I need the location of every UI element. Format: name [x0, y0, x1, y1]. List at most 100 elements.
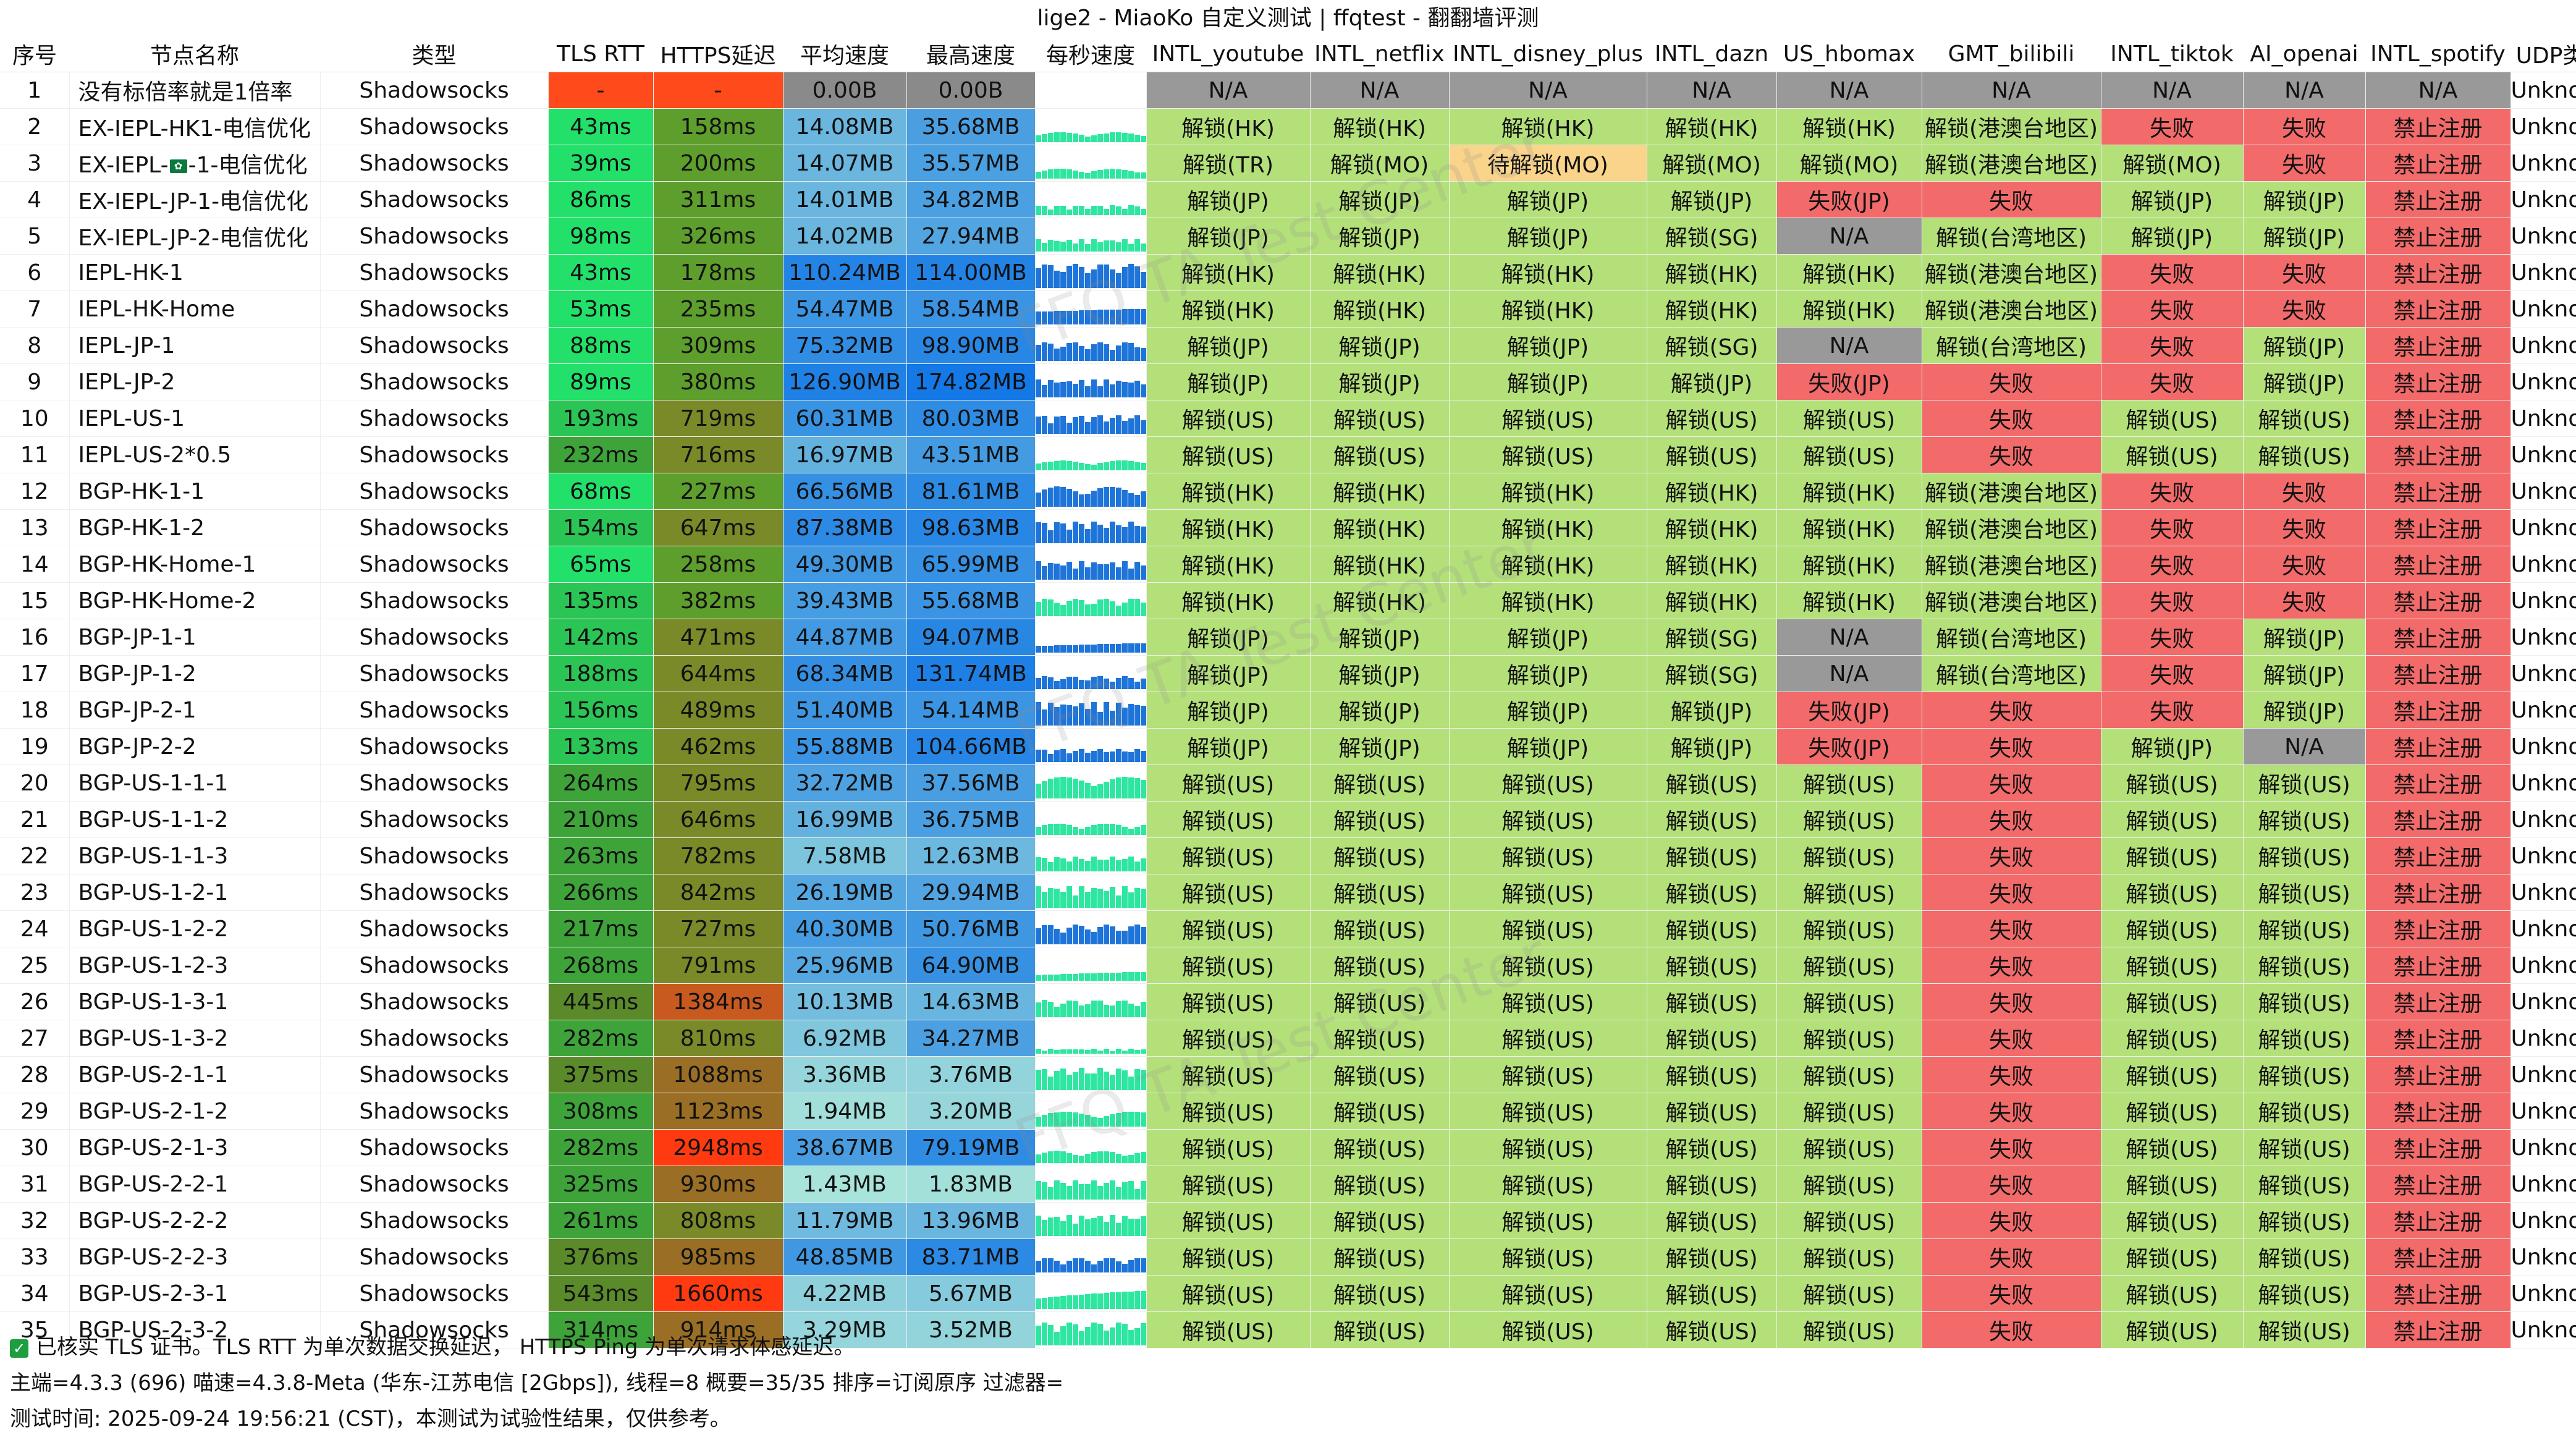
unlock-disney-plus: 解锁(HK)	[1449, 582, 1647, 619]
per-second-speed-sparkline	[1035, 1056, 1147, 1093]
table-row[interactable]: 4 EX-IEPL-JP-1-电信优化 Shadowsocks 86ms 311ms 14…	[0, 181, 2576, 218]
sparkline-bar	[1109, 1075, 1115, 1090]
column-header[interactable]: 序号	[0, 36, 69, 72]
sparkline-bar	[1128, 343, 1134, 361]
column-header[interactable]: INTL_dazn	[1647, 36, 1776, 72]
table-row[interactable]: 22 BGP-US-1-1-3 Shadowsocks 263ms 782ms 7.58M…	[0, 837, 2576, 874]
table-row[interactable]: 2 EX-IEPL-HK1-电信优化 Shadowsocks 43ms 158ms 14.…	[0, 108, 2576, 145]
per-second-speed-sparkline	[1035, 1202, 1147, 1239]
table-row[interactable]: 28 BGP-US-2-1-1 Shadowsocks 375ms 1088ms 3.36…	[0, 1056, 2576, 1093]
table-row[interactable]: 14 BGP-HK-Home-1 Shadowsocks 65ms 258ms 49.30…	[0, 546, 2576, 583]
column-header[interactable]: INTL_disney_plus	[1449, 36, 1647, 72]
unlock-netflix: 解锁(HK)	[1310, 473, 1450, 510]
sparkline-bar	[1084, 173, 1091, 179]
table-row[interactable]: 6 IEPL-HK-1 Shadowsocks 43ms 178ms 110.24MB 11…	[0, 254, 2576, 291]
unlock-dazn: 解锁(US)	[1647, 1056, 1777, 1093]
column-header[interactable]: 类型	[320, 36, 548, 72]
column-header[interactable]: 最高速度	[906, 36, 1035, 72]
sparkline-bar	[1047, 1049, 1054, 1054]
table-row[interactable]: 35 BGP-US-2-3-2 Shadowsocks 314ms 914ms 3.29M…	[0, 1311, 2576, 1348]
table-row[interactable]: 21 BGP-US-1-1-2 Shadowsocks 210ms 646ms 16.99…	[0, 801, 2576, 838]
table-row[interactable]: 27 BGP-US-1-3-2 Shadowsocks 282ms 810ms 6.92M…	[0, 1020, 2576, 1057]
sparkline-bar	[1097, 644, 1103, 653]
table-row[interactable]: 20 BGP-US-1-1-1 Shadowsocks 264ms 795ms 32.72…	[0, 764, 2576, 802]
node-type: Shadowsocks	[320, 400, 549, 437]
sparkline-bar	[1134, 415, 1140, 434]
column-header[interactable]: AI_openai	[2243, 36, 2365, 72]
column-header[interactable]: TLS RTT	[548, 36, 653, 72]
unlock-openai: 失败	[2243, 509, 2366, 546]
tls-rtt: 65ms	[548, 546, 654, 583]
sparkline-bar	[1097, 564, 1103, 580]
table-row[interactable]: 8 IEPL-JP-1 Shadowsocks 88ms 309ms 75.32MB 98.…	[0, 327, 2576, 364]
table-row[interactable]: 30 BGP-US-2-1-3 Shadowsocks 282ms 2948ms 38.6…	[0, 1129, 2576, 1166]
table-row[interactable]: 26 BGP-US-1-3-1 Shadowsocks 445ms 1384ms 10.1…	[0, 983, 2576, 1020]
table-row[interactable]: 11 IEPL-US-2*0.5 Shadowsocks 232ms 716ms 16.9…	[0, 436, 2576, 473]
column-header[interactable]: UDP类型	[2511, 36, 2576, 72]
unlock-bilibili: 失败	[1922, 400, 2101, 437]
unlock-disney-plus: 待解锁(MO)	[1449, 145, 1647, 182]
avg-speed: 51.40MB	[783, 692, 907, 729]
table-row[interactable]: 1 没有标倍率就是1倍率 Shadowsocks - -0.00B 0.00B N/A N/A…	[0, 72, 2576, 109]
unlock-netflix: 解锁(JP)	[1310, 655, 1450, 692]
table-row[interactable]: 29 BGP-US-2-1-2 Shadowsocks 308ms 1123ms 1.94…	[0, 1093, 2576, 1130]
table-row[interactable]: 17 BGP-JP-1-2 Shadowsocks 188ms 644ms 68.34MB…	[0, 655, 2576, 692]
sparkline-bar	[1097, 488, 1103, 507]
table-row[interactable]: 15 BGP-HK-Home-2 Shadowsocks 135ms 382ms 39.4…	[0, 582, 2576, 619]
sparkline-bar	[1109, 682, 1115, 689]
table-row[interactable]: 5 EX-IEPL-JP-2-电信优化 Shadowsocks 98ms 326ms 14…	[0, 218, 2576, 255]
table-row[interactable]: 25 BGP-US-1-2-3 Shadowsocks 268ms 791ms 25.96…	[0, 947, 2576, 984]
unlock-netflix: 解锁(US)	[1310, 1238, 1450, 1276]
column-header[interactable]: INTL_youtube	[1146, 36, 1310, 72]
column-header[interactable]: 节点名称	[69, 36, 320, 72]
table-row[interactable]: 9 IEPL-JP-2 Shadowsocks 89ms 380ms 126.90MB 17…	[0, 363, 2576, 400]
sparkline-bar	[1097, 170, 1103, 179]
unlock-dazn: 解锁(US)	[1647, 1311, 1777, 1348]
sparkline-bar	[1091, 1049, 1097, 1054]
table-row[interactable]: 10 IEPL-US-1 Shadowsocks 193ms 719ms 60.31MB 8…	[0, 400, 2576, 437]
table-row[interactable]: 7 IEPL-HK-Home Shadowsocks 53ms 235ms 54.47MB…	[0, 290, 2576, 328]
unlock-netflix: 解锁(JP)	[1310, 363, 1450, 400]
table-row[interactable]: 32 BGP-US-2-2-2 Shadowsocks 261ms 808ms 11.79…	[0, 1202, 2576, 1239]
row-index: 16	[0, 619, 70, 656]
table-row[interactable]: 12 BGP-HK-1-1 Shadowsocks 68ms 227ms 66.56MB 8…	[0, 473, 2576, 510]
column-header[interactable]: INTL_tiktok	[2101, 36, 2243, 72]
udp-type: Unknown	[2511, 290, 2576, 328]
per-second-speed-sparkline	[1035, 1020, 1147, 1057]
unlock-bilibili: 失败	[1922, 1275, 2101, 1312]
sparkline-bar	[1078, 645, 1084, 653]
table-row[interactable]: 16 BGP-JP-1-1 Shadowsocks 142ms 471ms 44.87MB…	[0, 619, 2576, 656]
table-row[interactable]: 13 BGP-HK-1-2 Shadowsocks 154ms 647ms 87.38MB…	[0, 509, 2576, 546]
table-row[interactable]: 18 BGP-JP-2-1 Shadowsocks 156ms 489ms 51.40MB…	[0, 692, 2576, 729]
https-latency: 930ms	[653, 1166, 783, 1203]
sparkline-bar	[1115, 381, 1121, 397]
max-speed: 34.82MB	[906, 181, 1036, 218]
sparkline-bar	[1047, 488, 1054, 507]
table-row[interactable]: 23 BGP-US-1-2-1 Shadowsocks 266ms 842ms 26.19…	[0, 874, 2576, 911]
table-row[interactable]: 31 BGP-US-2-2-1 Shadowsocks 325ms 930ms 1.43M…	[0, 1166, 2576, 1203]
sparkline-bar	[1066, 1295, 1072, 1309]
window-title: lige2 - MiaoKo 自定义测试 | ffqtest - 翻翻墙评测	[1037, 6, 1539, 31]
table-row[interactable]: 34 BGP-US-2-3-1 Shadowsocks 543ms 1660ms 4.22…	[0, 1275, 2576, 1312]
column-header[interactable]: GMT_bilibili	[1922, 36, 2101, 72]
unlock-dazn: 解锁(HK)	[1647, 509, 1777, 546]
sparkline-bar	[1072, 342, 1078, 361]
sparkline-bar	[1041, 858, 1047, 871]
column-header[interactable]: US_hbomax	[1776, 36, 1922, 72]
column-header[interactable]: 平均速度	[783, 36, 906, 72]
column-header[interactable]: HTTPS延迟	[653, 36, 783, 72]
column-header[interactable]: INTL_spotify	[2365, 36, 2511, 72]
sparkline-bar	[1041, 750, 1047, 762]
column-header[interactable]: INTL_netflix	[1310, 36, 1449, 72]
unlock-disney-plus: 解锁(US)	[1449, 801, 1647, 838]
sparkline-bar	[1054, 824, 1060, 835]
table-row[interactable]: 3 EX-IEPL- ✿ -1-电信优化 Shadowsocks 39ms 200ms 14.…	[0, 145, 2576, 182]
unlock-openai: 解锁(US)	[2243, 436, 2366, 473]
sparkline-bar	[1103, 487, 1109, 507]
table-row[interactable]: 19 BGP-JP-2-2 Shadowsocks 133ms 462ms 55.88MB…	[0, 728, 2576, 765]
table-row[interactable]: 33 BGP-US-2-2-3 Shadowsocks 376ms 985ms 48.85…	[0, 1238, 2576, 1276]
sparkline-bar	[1060, 460, 1066, 470]
sparkline-bar	[1128, 1219, 1134, 1236]
table-row[interactable]: 24 BGP-US-1-2-2 Shadowsocks 217ms 727ms 40.30…	[0, 910, 2576, 947]
column-header[interactable]: 每秒速度	[1035, 36, 1146, 72]
